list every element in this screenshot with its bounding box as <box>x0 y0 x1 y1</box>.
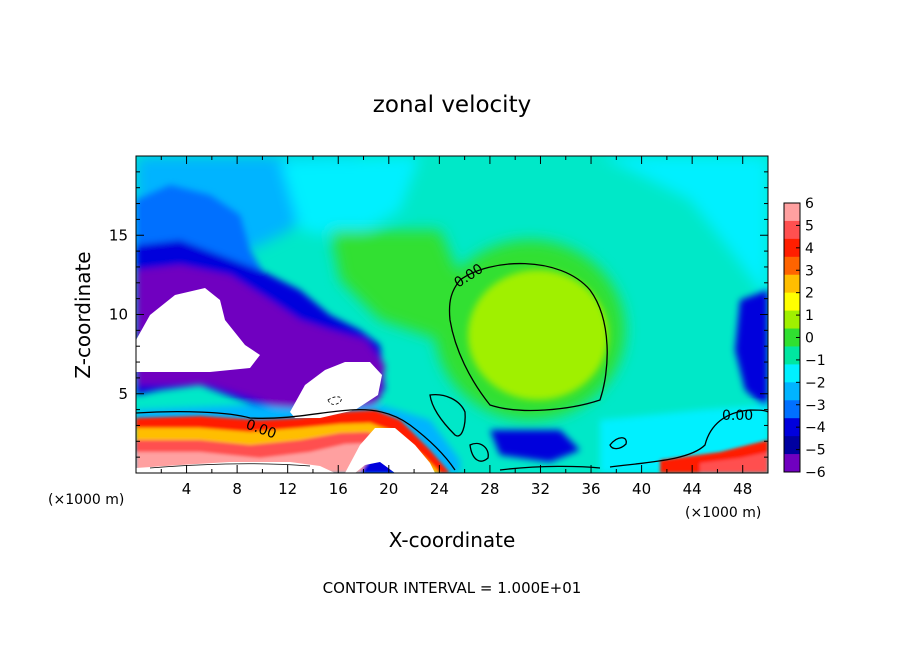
x-tick-label: 28 <box>480 480 499 498</box>
x-unit-note-left: (×1000 m) <box>48 492 124 508</box>
x-tick-label: 40 <box>632 480 651 498</box>
colorbar-tick-label: 1 <box>805 308 814 324</box>
colorbar-tick-label: −1 <box>805 353 826 369</box>
heatmap-field: 0.00 0.00 0.00 <box>136 156 768 473</box>
colorbar-swatch <box>784 238 800 258</box>
x-unit-note-right: (×1000 m) <box>685 505 761 521</box>
colorbar: 6 5 4 3 2 1 0 −1 −2 −3 −4 −5 −6 <box>783 196 826 481</box>
chart-title: zonal velocity <box>373 92 531 118</box>
colorbar-tick-label: 2 <box>805 286 814 302</box>
x-tick-label: 16 <box>329 480 348 498</box>
x-axis: 4 8 12 16 20 24 28 32 36 40 44 48 <box>160 156 752 498</box>
colorbar-swatch <box>784 400 800 419</box>
y-tick-label: 5 <box>118 385 128 403</box>
colorbar-tick-label: 0 <box>805 331 814 347</box>
colorbar-swatch <box>784 346 800 365</box>
colorbar-tick-label: −4 <box>805 420 826 436</box>
colorbar-swatch <box>784 418 800 437</box>
contour-label: 0.00 <box>722 408 753 424</box>
x-axis-label: X-coordinate <box>389 528 516 552</box>
colorbar-tick-label: −2 <box>805 375 826 391</box>
colorbar-swatch <box>784 310 800 330</box>
colorbar-swatch <box>784 364 800 383</box>
y-tick-label: 15 <box>109 226 128 244</box>
colorbar-swatch <box>784 256 800 276</box>
colorbar-swatch <box>784 454 800 473</box>
x-tick-label: 32 <box>531 480 550 498</box>
colorbar-tick-label: 6 <box>805 196 814 212</box>
y-axis: 5 10 15 <box>109 171 768 458</box>
x-tick-label: 20 <box>379 480 398 498</box>
colorbar-swatch <box>784 292 800 312</box>
colorbar-swatch <box>784 382 800 401</box>
colorbar-tick-label: −5 <box>805 443 826 459</box>
x-tick-label: 36 <box>581 480 600 498</box>
colorbar-tick-label: 5 <box>805 218 814 234</box>
x-tick-label: 8 <box>232 480 242 498</box>
colorbar-tick-label: −6 <box>805 465 826 481</box>
x-tick-label: 24 <box>430 480 449 498</box>
x-tick-label: 12 <box>278 480 297 498</box>
y-axis-label: Z-coordinate <box>71 251 95 378</box>
colorbar-swatch <box>784 220 800 240</box>
colorbar-swatch <box>784 436 800 455</box>
colorbar-swatch <box>784 274 800 294</box>
colorbar-swatch <box>784 203 800 222</box>
contour-interval-note: CONTOUR INTERVAL = 1.000E+01 <box>323 579 582 597</box>
x-tick-label: 48 <box>733 480 752 498</box>
x-tick-label: 44 <box>683 480 702 498</box>
colorbar-swatch <box>784 328 800 347</box>
colorbar-tick-label: −3 <box>805 398 826 414</box>
colorbar-tick-label: 3 <box>805 263 814 279</box>
y-tick-label: 10 <box>109 306 128 324</box>
x-tick-label: 4 <box>182 480 192 498</box>
colorbar-tick-label: 4 <box>805 241 814 257</box>
